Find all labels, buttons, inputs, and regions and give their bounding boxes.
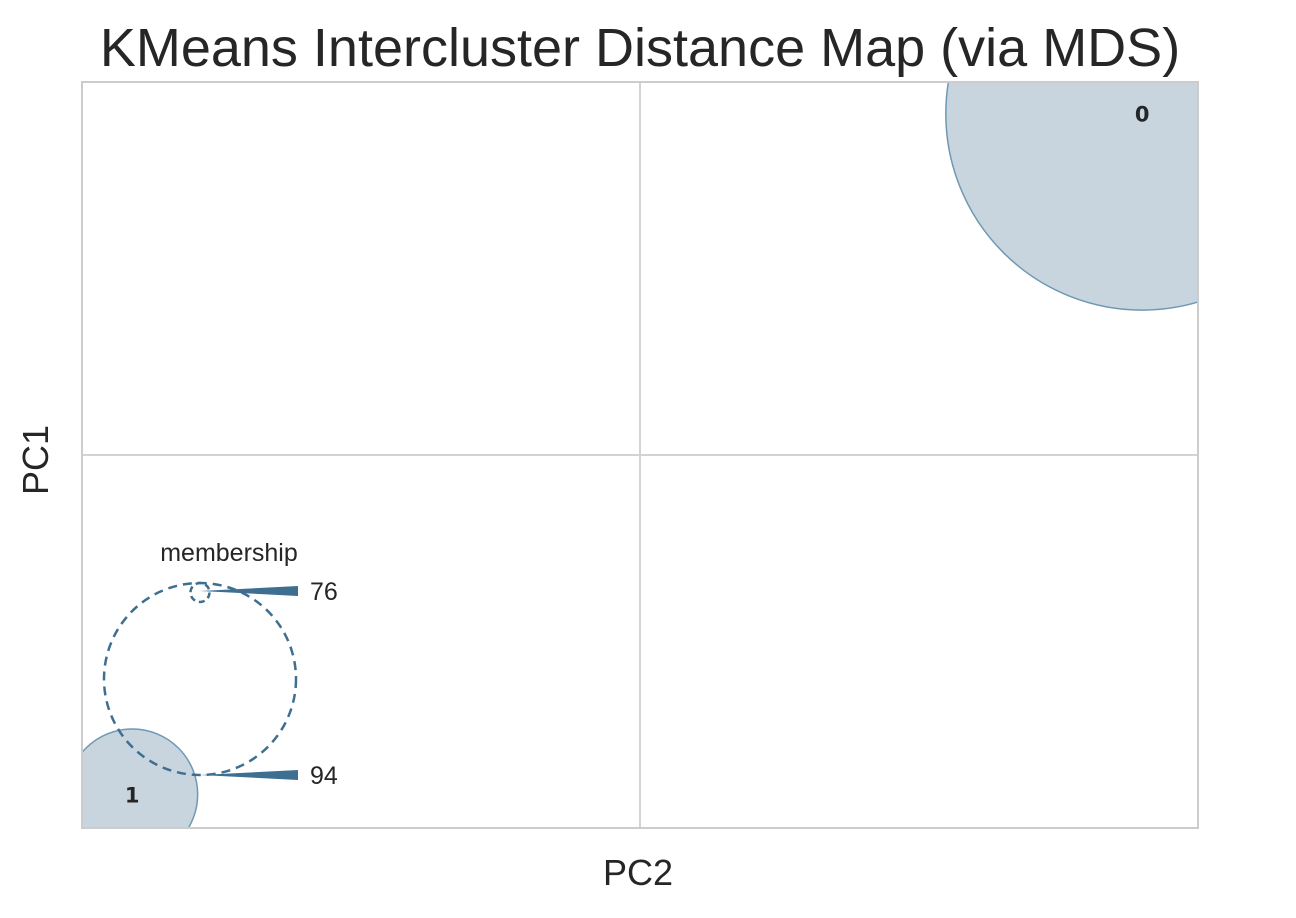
cluster-0-label: 0 [1135,103,1150,127]
x-axis-label: PC2 [603,852,673,893]
membership-legend: 76 94 membership [102,539,338,790]
cluster-points: 01 [82,82,1198,828]
cluster-0-bubble [945,82,1198,311]
cluster-1-bubble [82,728,199,828]
legend-title: membership [160,539,298,567]
legend-circle-small [189,581,211,604]
legend-value-top: 76 [310,578,338,606]
cluster-1-label: 1 [125,783,140,807]
plot-frame [81,81,1199,829]
chart-title: KMeans Intercluster Distance Map (via MD… [100,18,1180,78]
y-axis-label: PC1 [15,425,56,495]
legend-value-bottom: 94 [310,762,338,790]
legend-leader-top [200,586,298,596]
legend-leader-bottom [200,770,298,780]
grid [82,82,1198,828]
